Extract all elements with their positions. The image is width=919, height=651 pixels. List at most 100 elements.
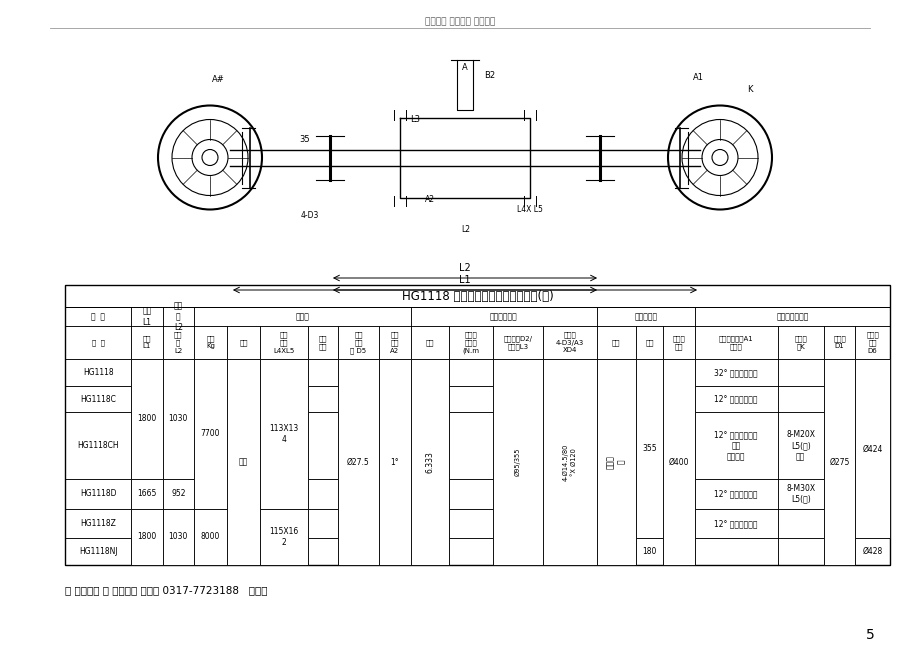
Text: L2: L2 xyxy=(461,225,470,234)
Text: K: K xyxy=(746,85,752,94)
Text: 型  号: 型 号 xyxy=(92,339,105,346)
Text: 买 包装机械 及 印染染料 请致电 0317-7723188   刘雨桐: 买 包装机械 及 印染染料 请致电 0317-7723188 刘雨桐 xyxy=(65,585,267,595)
Bar xyxy=(448,386,493,412)
Text: 1665: 1665 xyxy=(137,489,156,498)
Text: B2: B2 xyxy=(484,70,495,79)
Bar xyxy=(337,359,379,565)
Text: 制动器总成: 制动器总成 xyxy=(633,312,656,321)
Bar xyxy=(663,359,694,565)
Bar xyxy=(542,508,596,538)
Bar xyxy=(448,412,493,478)
Text: A2: A2 xyxy=(425,195,435,204)
Bar xyxy=(163,508,194,565)
Bar xyxy=(855,359,889,386)
Bar xyxy=(694,478,777,508)
Bar xyxy=(163,478,194,508)
Bar xyxy=(636,359,663,386)
Bar xyxy=(379,359,410,565)
Text: 1030: 1030 xyxy=(168,415,187,423)
Bar xyxy=(636,359,663,538)
Bar xyxy=(777,359,823,386)
Bar xyxy=(410,326,448,359)
Text: 6.333: 6.333 xyxy=(425,451,434,473)
Bar xyxy=(308,386,337,412)
Bar xyxy=(542,478,596,508)
Bar xyxy=(131,359,163,478)
Text: 1800: 1800 xyxy=(137,415,156,423)
Text: 气室支架倾角A1
及气室: 气室支架倾角A1 及气室 xyxy=(718,335,753,350)
Text: 5: 5 xyxy=(865,628,873,642)
Bar xyxy=(777,538,823,565)
Bar xyxy=(777,478,823,508)
Bar xyxy=(493,508,542,538)
Bar xyxy=(260,508,308,538)
Bar xyxy=(260,359,308,508)
Bar xyxy=(194,478,227,508)
Bar xyxy=(596,412,636,478)
Bar xyxy=(823,538,855,565)
Text: 蹄宽: 蹄宽 xyxy=(645,339,653,346)
Bar xyxy=(65,285,889,565)
Text: 8-M20X
L5(内)
迸号: 8-M20X L5(内) 迸号 xyxy=(786,430,814,461)
Bar xyxy=(308,538,337,565)
Bar xyxy=(163,307,194,326)
Bar xyxy=(542,412,596,478)
Bar xyxy=(855,412,889,478)
Text: 1°: 1° xyxy=(390,458,399,467)
Bar xyxy=(260,386,308,412)
Text: 铸造: 铸造 xyxy=(239,458,248,467)
Bar xyxy=(777,386,823,412)
Bar xyxy=(596,359,636,386)
Bar xyxy=(337,478,379,508)
Bar xyxy=(596,307,694,326)
Bar xyxy=(542,386,596,412)
Bar xyxy=(131,508,163,565)
Bar xyxy=(194,386,227,412)
Text: 鼓式气
刹: 鼓式气 刹 xyxy=(606,455,626,469)
Text: 180: 180 xyxy=(642,547,656,556)
Bar xyxy=(823,386,855,412)
Bar xyxy=(379,386,410,412)
Text: 车轮槽
槽K: 车轮槽 槽K xyxy=(793,335,806,350)
Bar xyxy=(194,412,227,478)
Bar xyxy=(163,359,194,386)
Bar xyxy=(596,386,636,412)
Bar xyxy=(163,412,194,478)
Bar xyxy=(163,508,194,538)
Bar xyxy=(308,478,337,508)
Bar xyxy=(131,326,163,359)
Bar xyxy=(777,412,823,478)
Bar xyxy=(694,326,777,359)
Bar xyxy=(260,359,308,386)
Bar xyxy=(308,508,337,538)
Bar xyxy=(379,538,410,565)
Bar xyxy=(337,412,379,478)
Bar xyxy=(448,478,493,508)
Bar xyxy=(163,386,194,412)
Bar xyxy=(777,326,823,359)
Bar xyxy=(694,412,777,478)
Bar xyxy=(663,412,694,478)
Text: 12° 迸号锯齿气室
迸号
支架后置: 12° 迸号锯齿气室 迸号 支架后置 xyxy=(714,430,757,461)
Bar xyxy=(227,508,260,538)
Text: A1: A1 xyxy=(692,74,703,83)
Text: 板簧
中心
孔 D5: 板簧 中心 孔 D5 xyxy=(350,331,366,353)
Bar xyxy=(448,508,493,538)
Bar xyxy=(410,412,448,478)
Bar xyxy=(542,359,596,386)
Text: Ø424: Ø424 xyxy=(861,445,882,453)
Bar xyxy=(194,359,227,386)
Bar xyxy=(410,538,448,565)
Text: 轮毂制动鼓总成: 轮毂制动鼓总成 xyxy=(776,312,808,321)
Bar xyxy=(227,538,260,565)
Text: 35: 35 xyxy=(300,135,310,145)
Bar xyxy=(337,508,379,538)
Bar xyxy=(663,508,694,538)
Bar xyxy=(194,538,227,565)
Bar xyxy=(194,508,227,565)
Bar xyxy=(379,508,410,538)
Bar xyxy=(194,307,410,326)
Bar xyxy=(410,359,448,565)
Bar xyxy=(65,478,131,508)
Bar xyxy=(636,508,663,538)
